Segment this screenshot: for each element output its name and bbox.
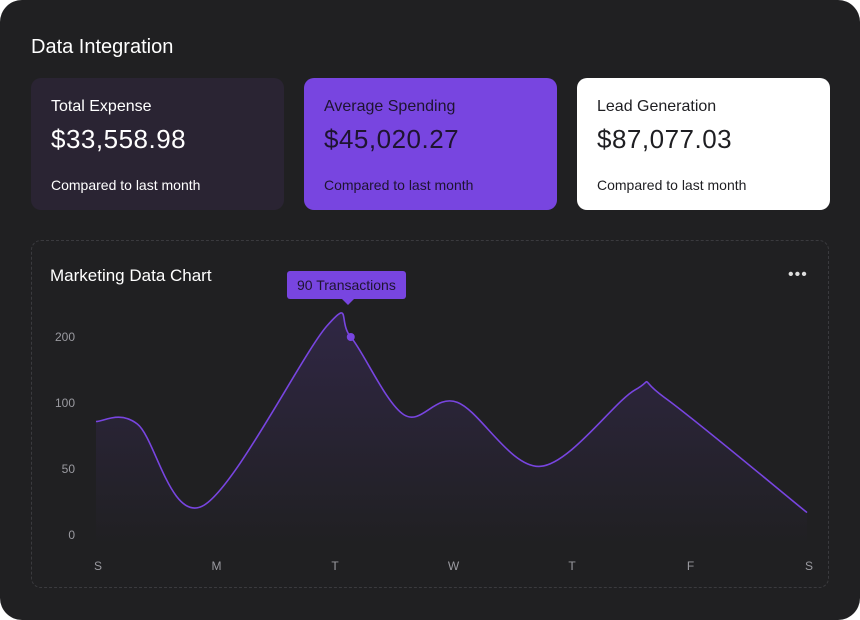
card-label: Total Expense (51, 98, 152, 115)
total-expense-card[interactable]: Total Expense $33,558.98 Compared to las… (31, 78, 284, 210)
series-line (95, 312, 808, 514)
lead-generation-card[interactable]: Lead Generation $87,077.03 Compared to l… (577, 78, 830, 210)
card-label: Lead Generation (597, 98, 717, 115)
y-tick-label: 50 (62, 462, 76, 476)
chart-tooltip: 90 Transactions (287, 271, 406, 305)
card-compare: Compared to last month (324, 177, 474, 193)
page-title: Data Integration (31, 36, 174, 58)
x-tick-label: F (687, 559, 694, 573)
x-tick-label: M (212, 559, 222, 573)
ellipsis-icon[interactable]: ••• (788, 266, 808, 283)
x-tick-label: S (94, 559, 102, 573)
x-tick-label: T (568, 559, 576, 573)
y-tick-label: 0 (68, 528, 75, 542)
card-value: $33,558.98 (51, 124, 187, 154)
x-tick-label: S (805, 559, 813, 573)
average-spending-card[interactable]: Average Spending $45,020.27 Compared to … (304, 78, 557, 210)
y-tick-label: 100 (55, 396, 75, 410)
highlight-point (346, 333, 355, 341)
card-compare: Compared to last month (597, 177, 747, 193)
y-tick-label: 200 (55, 330, 75, 344)
card-compare: Compared to last month (51, 177, 201, 193)
chart-title: Marketing Data Chart (50, 266, 212, 285)
card-label: Average Spending (324, 98, 456, 115)
card-value: $45,020.27 (324, 124, 460, 154)
area-fill (96, 312, 807, 545)
x-tick-label: W (448, 559, 460, 573)
chart-panel (31, 240, 829, 588)
card-value: $87,077.03 (597, 124, 733, 154)
x-tick-label: T (331, 559, 339, 573)
